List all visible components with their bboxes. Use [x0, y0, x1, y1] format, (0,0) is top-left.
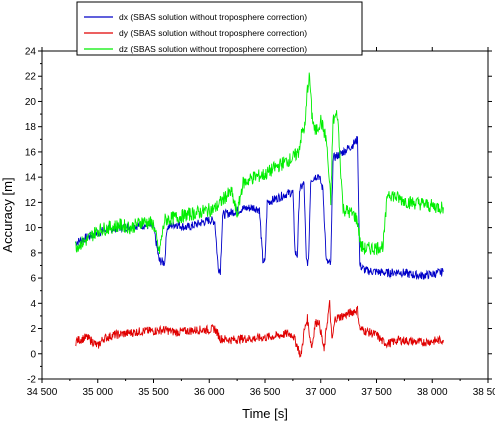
- x-tick-label: 38 000: [417, 387, 448, 398]
- x-axis: 34 500 35 000 35 500 36 000 36 500 37 000 37 5…: [27, 47, 495, 398]
- series-layer: [74, 72, 444, 358]
- x-tick-label: 36 500: [250, 387, 281, 398]
- legend-label: dx (SBAS solution without troposphere co…: [119, 12, 307, 22]
- y-tick-label: 6: [30, 274, 36, 285]
- y-tick-label: 2: [30, 324, 36, 335]
- plot-frame: [41, 50, 489, 380]
- legend: dx (SBAS solution without troposphere co…: [76, 1, 363, 56]
- x-tick-label: 37 500: [361, 387, 392, 398]
- y-tick-label: 22: [25, 72, 37, 83]
- series-line-2: [74, 72, 444, 256]
- series-line-0: [75, 136, 444, 281]
- x-tick-label: 35 500: [138, 387, 169, 398]
- y-tick-label: 10: [25, 223, 37, 234]
- x-tick-label: 35 000: [82, 387, 113, 398]
- y-tick-label: 18: [25, 122, 37, 133]
- y-tick-label: 4: [30, 299, 36, 310]
- y-tick-label: 24: [25, 47, 37, 58]
- x-tick-label: 34 500: [27, 387, 58, 398]
- y-tick-label: -2: [27, 375, 36, 386]
- x-tick-label: 36 000: [194, 387, 225, 398]
- y-tick-label: 0: [30, 349, 36, 360]
- y-axis-title: Accuracy [m]: [0, 177, 15, 252]
- legend-items: dx (SBAS solution without troposphere co…: [84, 12, 307, 54]
- x-axis-title: Time [s]: [242, 406, 288, 421]
- x-tick-label: 38 500: [473, 387, 495, 398]
- y-tick-label: 20: [25, 97, 37, 108]
- y-tick-label: 14: [25, 173, 37, 184]
- series-line-1: [75, 299, 444, 358]
- legend-label: dy (SBAS solution without troposphere co…: [119, 28, 307, 38]
- x-tick-label: 37 000: [305, 387, 336, 398]
- y-tick-label: 8: [30, 248, 36, 259]
- y-tick-label: 16: [25, 147, 37, 158]
- legend-label: dz (SBAS solution without troposphere co…: [119, 44, 307, 54]
- y-tick-label: 12: [25, 198, 37, 209]
- legend-box: [76, 1, 363, 56]
